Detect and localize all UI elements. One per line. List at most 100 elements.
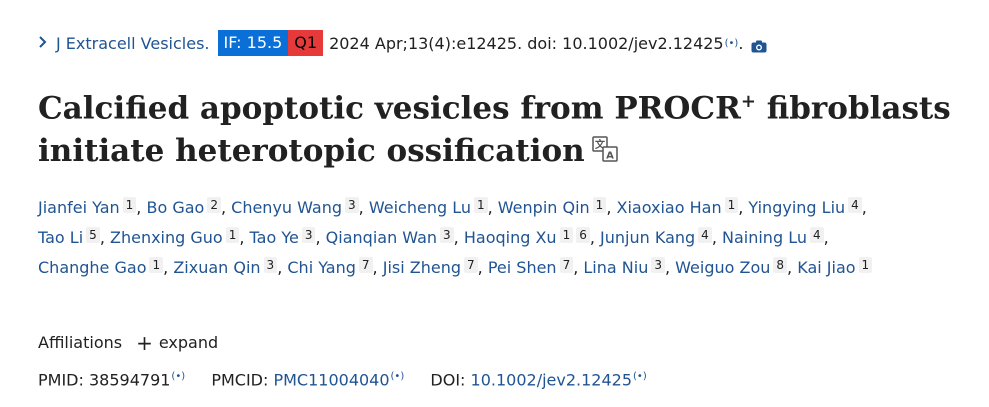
title-superscript: +	[740, 91, 756, 112]
author-list: Jianfei Yan 1, Bo Gao 2, Chenyu Wang 3, Wei…	[38, 193, 938, 283]
author-link[interactable]: Bo Gao	[146, 198, 205, 217]
author-link[interactable]: Junjun Kang	[600, 228, 696, 247]
pmcid-link[interactable]: PMC11004040	[273, 370, 390, 390]
author-link[interactable]: Wenpin Qin	[497, 198, 590, 217]
author-item: Chenyu Wang 3,	[231, 197, 364, 217]
plus-icon: +	[136, 331, 153, 355]
author-link[interactable]: Jisi Zheng	[382, 258, 461, 277]
affiliation-number[interactable]: 1	[473, 197, 488, 213]
author-link[interactable]: Kai Jiao	[797, 258, 856, 277]
expand-affiliations-button[interactable]: + expand	[136, 332, 218, 354]
author-item: Qianqian Wan 3,	[325, 227, 459, 247]
affiliation-number[interactable]: 2	[207, 197, 221, 213]
author-item: Yingying Liu 4,	[748, 197, 867, 217]
journal-link[interactable]: J Extracell Vesicles.	[56, 33, 210, 53]
author-link[interactable]: Weiguo Zou	[675, 258, 771, 277]
radio-signal-icon[interactable]: (•)	[633, 371, 647, 382]
author-item: Changhe Gao 1,	[38, 257, 169, 277]
affiliation-number[interactable]: 1	[122, 197, 137, 213]
affiliation-number[interactable]: 6	[576, 227, 590, 243]
translate-icon[interactable]: 文 A	[591, 132, 619, 163]
affiliation-number[interactable]: 4	[698, 227, 712, 243]
author-item: Jisi Zheng 7,	[382, 257, 483, 277]
affiliation-number[interactable]: 1	[724, 197, 739, 213]
author-link[interactable]: Haoqing Xu	[463, 228, 557, 247]
affiliations-row: Affiliations + expand	[38, 332, 218, 354]
author-item: Jianfei Yan 1,	[38, 197, 142, 217]
radio-signal-icon[interactable]: (•)	[724, 37, 739, 49]
affiliation-number[interactable]: 1	[225, 227, 240, 243]
author-item: Naining Lu 4,	[722, 227, 829, 247]
author-link[interactable]: Tao Li	[38, 228, 84, 247]
author-item: Wenpin Qin 1,	[497, 197, 612, 217]
impact-factor-badge: IF: 15.5	[217, 30, 289, 56]
author-item: Junjun Kang 4,	[600, 227, 717, 247]
author-item: Pei Shen 7,	[487, 257, 579, 277]
author-link[interactable]: Chenyu Wang	[231, 198, 343, 217]
affiliation-number[interactable]: 3	[263, 257, 278, 273]
camera-icon[interactable]	[751, 38, 767, 53]
quartile-badge: Q1	[288, 30, 324, 56]
expand-label: expand	[158, 333, 219, 352]
author-item: Tao Ye 3,	[249, 227, 321, 247]
citation-end: .	[738, 33, 744, 53]
citation-details: 2024 Apr;13(4):e12425. doi: 10.1002/jev2…	[329, 33, 724, 53]
affiliation-number[interactable]: 7	[559, 257, 574, 273]
affiliation-number[interactable]: 5	[86, 227, 100, 243]
author-link[interactable]: Changhe Gao	[38, 258, 147, 277]
affiliation-number[interactable]: 8	[773, 257, 788, 273]
author-link[interactable]: Chi Yang	[287, 258, 356, 277]
affiliation-number[interactable]: 1	[592, 197, 607, 213]
pmid-label: PMID:	[38, 370, 84, 390]
affiliation-number[interactable]: 7	[464, 257, 478, 273]
affiliation-number[interactable]: 4	[809, 227, 824, 243]
author-item: Xiaoxiao Han 1,	[616, 197, 744, 217]
doi-link[interactable]: 10.1002/jev2.12425	[470, 370, 633, 390]
affiliation-number[interactable]: 3	[440, 227, 454, 243]
doi-label: DOI:	[430, 370, 466, 390]
author-item: Weicheng Lu 1,	[368, 197, 493, 217]
chevron-right-icon[interactable]	[38, 34, 48, 53]
affiliation-number[interactable]: 3	[345, 197, 359, 213]
author-link[interactable]: Qianqian Wan	[325, 228, 438, 247]
author-link[interactable]: Jianfei Yan	[38, 198, 120, 217]
radio-signal-icon[interactable]: (•)	[171, 371, 186, 382]
author-item: Zhenxing Guo 1,	[110, 227, 245, 247]
svg-text:A: A	[606, 151, 614, 162]
author-link[interactable]: Zixuan Qin	[173, 258, 261, 277]
affiliations-label: Affiliations	[38, 333, 123, 352]
title-text: Calcified apoptotic vesicles from PROCR	[38, 90, 741, 127]
affiliation-number[interactable]: 1	[858, 257, 873, 273]
author-item: Chi Yang 7,	[287, 257, 378, 277]
pmid-value: 38594791	[88, 370, 171, 390]
svg-text:文: 文	[595, 138, 606, 151]
author-item: Lina Niu 3,	[583, 257, 671, 277]
author-link[interactable]: Naining Lu	[722, 228, 807, 247]
affiliation-number[interactable]: 3	[301, 227, 316, 243]
author-item: Haoqing Xu 1 6,	[463, 227, 595, 247]
author-item: Zixuan Qin 3,	[173, 257, 283, 277]
article-title: Calcified apoptotic vesicles from PROCR+…	[38, 80, 958, 173]
identifiers-row: PMID: 38594791(•) PMCID: PMC11004040(•) …	[38, 366, 647, 390]
author-link[interactable]: Pei Shen	[487, 258, 557, 277]
author-link[interactable]: Xiaoxiao Han	[616, 198, 722, 217]
affiliation-number[interactable]: 3	[651, 257, 665, 273]
citation-line: J Extracell Vesicles. IF: 15.5 Q1 2024 A…	[38, 30, 767, 56]
author-link[interactable]: Lina Niu	[583, 258, 649, 277]
author-item: Tao Li 5,	[38, 227, 105, 247]
author-link[interactable]: Weicheng Lu	[368, 198, 471, 217]
author-item: Bo Gao 2,	[146, 197, 227, 217]
author-link[interactable]: Tao Ye	[249, 228, 299, 247]
affiliation-number[interactable]: 7	[358, 257, 373, 273]
radio-signal-icon[interactable]: (•)	[390, 371, 405, 382]
title-text-rest: fibroblasts initiate heterotopic ossific…	[38, 90, 951, 170]
affiliation-number[interactable]: 4	[848, 197, 862, 213]
affiliation-number[interactable]: 1	[559, 227, 574, 243]
author-item: Weiguo Zou 8,	[675, 257, 793, 277]
author-item: Kai Jiao 1	[797, 257, 873, 277]
author-link[interactable]: Zhenxing Guo	[110, 228, 223, 247]
pmcid-label: PMCID:	[211, 370, 269, 390]
affiliation-number[interactable]: 1	[149, 257, 164, 273]
author-link[interactable]: Yingying Liu	[748, 198, 846, 217]
